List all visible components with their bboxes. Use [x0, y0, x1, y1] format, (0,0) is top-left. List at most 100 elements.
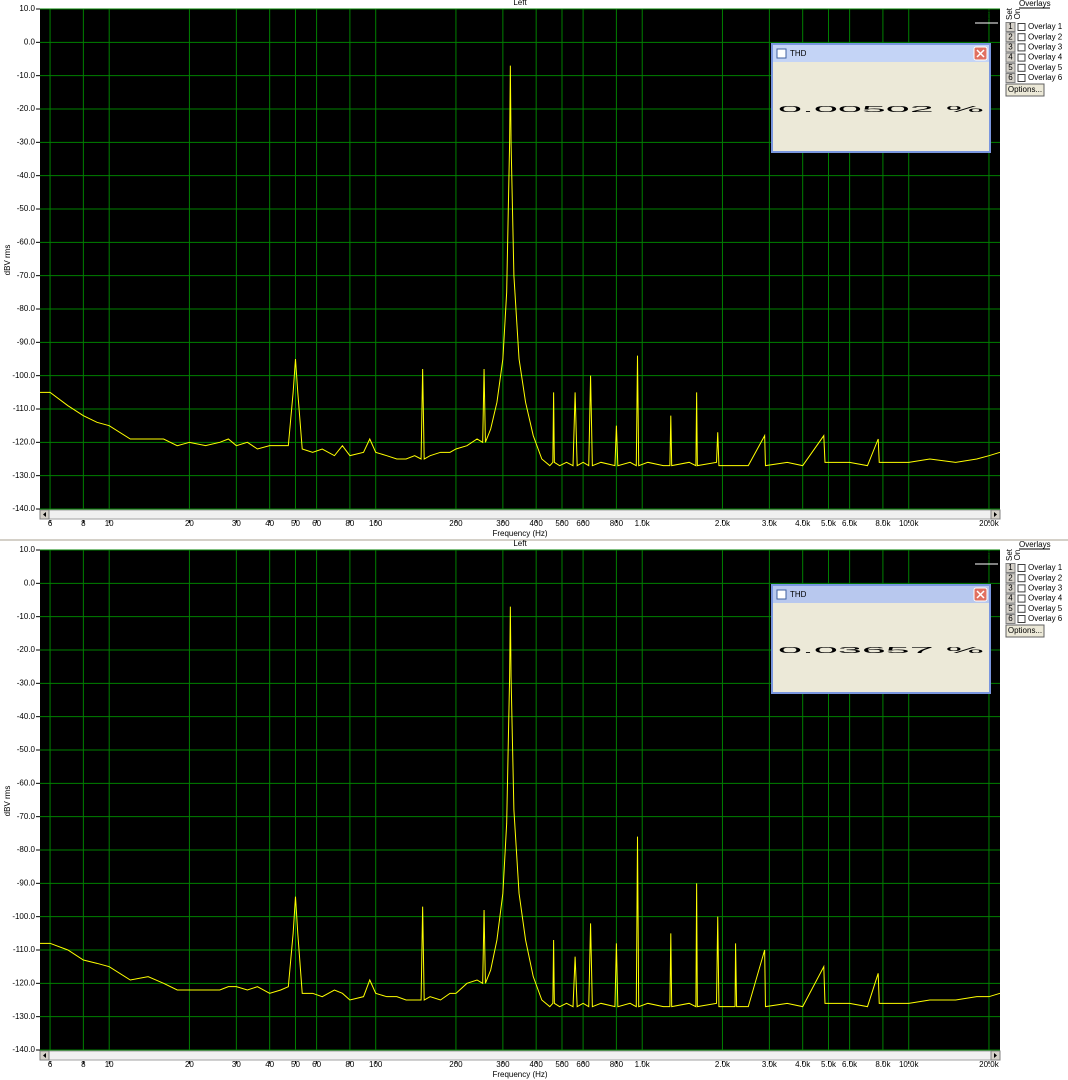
- x-tick-label: 8: [81, 519, 86, 528]
- y-axis-label: dBV rms: [3, 786, 12, 817]
- x-tick-label: 50: [291, 1060, 300, 1069]
- thd-titlebar: [773, 586, 989, 603]
- scrollbar[interactable]: [39, 509, 1001, 520]
- x-tick-label: 80: [345, 1060, 354, 1069]
- set-button[interactable]: [1005, 614, 1016, 624]
- set-button[interactable]: [1005, 583, 1016, 594]
- x-tick-label: 400: [529, 519, 543, 528]
- x-tick-label: 300: [496, 1060, 510, 1069]
- overlay-checkbox[interactable]: [1017, 33, 1026, 42]
- y-tick-label: 10.0: [19, 4, 35, 13]
- overlay-name: Overlay 1: [1028, 22, 1063, 31]
- thd-value: 0.03657 %: [778, 646, 984, 655]
- x-axis-label: Frequency (Hz): [492, 1070, 547, 1079]
- overlay-number: 6: [1008, 73, 1013, 82]
- y-tick-label: -130.0: [12, 471, 35, 480]
- scroll-left-arrow: [43, 512, 46, 517]
- chart-title: Left: [513, 539, 527, 548]
- y-tick-label: -20.0: [17, 104, 36, 113]
- x-tick-label: 40: [265, 519, 274, 528]
- overlay-name: Overlay 2: [1028, 573, 1063, 582]
- set-button[interactable]: [1005, 573, 1016, 584]
- overlays-heading: Overlays: [1019, 540, 1051, 549]
- options-label: Options...: [1008, 85, 1042, 94]
- x-tick-label: 2.0k: [715, 1060, 731, 1069]
- x-tick-label: 200: [449, 519, 463, 528]
- overlay-checkbox[interactable]: [1017, 63, 1026, 72]
- close-icon: [976, 49, 985, 58]
- set-button[interactable]: [1005, 52, 1016, 63]
- y-tick-label: -40.0: [17, 171, 36, 180]
- y-tick-label: -20.0: [17, 645, 36, 654]
- y-tick-label: -80.0: [17, 845, 36, 854]
- set-button[interactable]: [1005, 22, 1016, 32]
- overlay-name: Overlay 5: [1028, 63, 1063, 72]
- overlay-checkbox[interactable]: [1017, 53, 1026, 62]
- x-tick-label: 60: [312, 519, 321, 528]
- set-button[interactable]: [1005, 62, 1016, 73]
- x-tick-label: 500: [555, 519, 569, 528]
- x-tick-label: 300: [496, 519, 510, 528]
- overlay-checkbox[interactable]: [1017, 74, 1026, 82]
- x-tick-label: 200: [449, 1060, 463, 1069]
- overlay-number: 4: [1008, 53, 1013, 62]
- thd-titlebar: [773, 45, 989, 62]
- chart-title: Left: [513, 0, 527, 7]
- x-tick-label: 1.0k: [635, 1060, 651, 1069]
- x-tick-label: 10: [105, 519, 114, 528]
- overlay-name: Overlay 6: [1028, 73, 1063, 82]
- overlay-number: 5: [1008, 604, 1013, 613]
- overlay-checkbox[interactable]: [1017, 564, 1026, 572]
- overlay-number: 1: [1008, 563, 1013, 572]
- overlay-checkbox[interactable]: [1017, 604, 1026, 613]
- overlay-checkbox[interactable]: [1017, 23, 1026, 31]
- y-tick-label: -90.0: [17, 337, 36, 346]
- set-button[interactable]: [1005, 593, 1016, 604]
- close-icon: [976, 590, 985, 599]
- scroll-right-arrow: [994, 1053, 997, 1058]
- thd-icon: [776, 589, 787, 600]
- x-tick-label: 6.0k: [842, 1060, 858, 1069]
- y-tick-label: -90.0: [17, 878, 36, 887]
- chart-panel: Left Frequency (Hz) dBV rms 10.0 0.0 -10.0 -20…: [0, 539, 1068, 1080]
- x-tick-label: 10.0k: [899, 519, 920, 528]
- chart-panel: Left Frequency (Hz) dBV rms 10.0 0.0 -10.0 -20…: [0, 0, 1068, 539]
- y-tick-label: -120.0: [12, 437, 35, 446]
- y-tick-label: -30.0: [17, 137, 36, 146]
- options-button[interactable]: [1005, 624, 1045, 638]
- set-button[interactable]: [1005, 32, 1016, 43]
- x-tick-label: 5.0k: [821, 519, 837, 528]
- y-tick-label: -80.0: [17, 304, 36, 313]
- overlay-number: 3: [1008, 584, 1013, 593]
- overlay-name: Overlay 3: [1028, 43, 1063, 52]
- spectrum-line: [40, 606, 1001, 1008]
- overlay-checkbox[interactable]: [1017, 574, 1026, 583]
- overlay-number: 2: [1008, 32, 1013, 41]
- x-tick-label: 3.0k: [762, 519, 778, 528]
- x-tick-label: 500: [555, 1060, 569, 1069]
- overlay-checkbox[interactable]: [1017, 43, 1026, 52]
- logo: PHS: [978, 553, 994, 562]
- overlay-checkbox[interactable]: [1017, 594, 1026, 603]
- overlay-number: 2: [1008, 573, 1013, 582]
- set-button[interactable]: [1005, 603, 1016, 614]
- overlay-checkbox[interactable]: [1017, 615, 1026, 623]
- x-tick-label: 2.0k: [715, 519, 731, 528]
- on-label: On: [1013, 550, 1022, 561]
- x-tick-label: 400: [529, 1060, 543, 1069]
- x-tick-label: 4.0k: [795, 1060, 811, 1069]
- overlay-number: 1: [1008, 22, 1013, 31]
- scrollbar[interactable]: [39, 1050, 1001, 1061]
- set-button[interactable]: [1005, 73, 1016, 83]
- options-button[interactable]: [1005, 83, 1045, 97]
- x-tick-label: 4.0k: [795, 519, 811, 528]
- x-tick-label: 3.0k: [762, 1060, 778, 1069]
- on-label: On: [1013, 9, 1022, 20]
- set-button[interactable]: [1005, 563, 1016, 573]
- x-tick-label: 6.0k: [842, 519, 858, 528]
- y-tick-label: -140.0: [12, 504, 35, 513]
- overlay-checkbox[interactable]: [1017, 584, 1026, 593]
- set-button[interactable]: [1005, 42, 1016, 53]
- thd-title: THD: [790, 590, 807, 599]
